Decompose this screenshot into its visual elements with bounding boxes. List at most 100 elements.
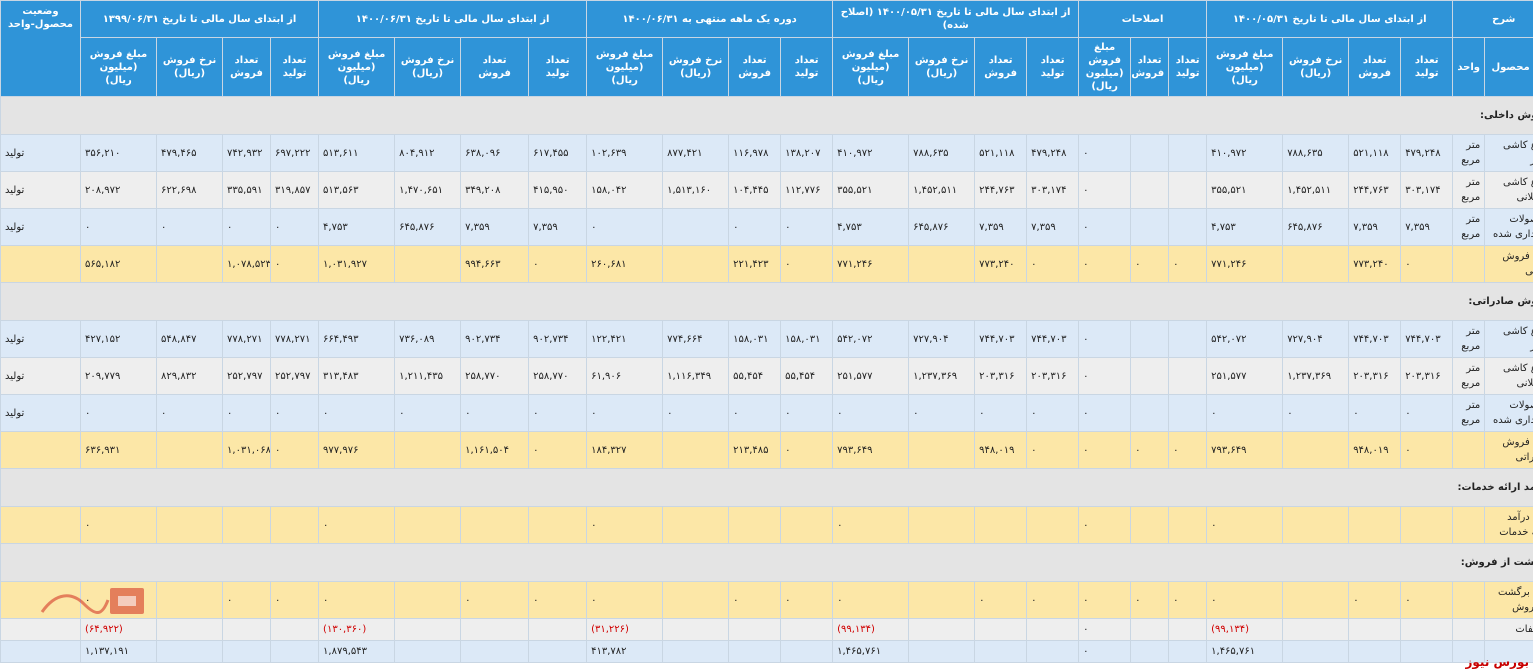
cell-g4: ۷۷۴,۶۶۴	[662, 320, 730, 358]
row-status: تولید	[0, 320, 81, 358]
cell-g1: ۷۴۴,۷۰۳	[1348, 320, 1402, 358]
cell-g1: ۰	[1400, 394, 1454, 432]
cell-g1: ۳۵۵,۵۲۱	[1206, 171, 1284, 209]
cell-g1: ۷۹۳,۶۴۹	[1206, 431, 1284, 469]
cell-g6	[156, 640, 224, 663]
cell-g5: ۶۴۵,۸۷۶	[394, 208, 462, 246]
cell-g6: ۷۷۸,۲۷۱	[270, 320, 320, 358]
row-description: جمع برگشت از فروش	[1484, 581, 1533, 619]
cell-g6: ۵۶۵,۱۸۲	[79, 245, 158, 283]
cell-g3: ۴۱۰,۹۷۲	[832, 134, 910, 172]
cell-g4: ۸۷۷,۴۲۱	[662, 134, 730, 172]
final-row: جمع ۱,۴۶۵,۷۶۱ ۰ ۱,۴۶۵,۷۶۱ ۴۱۳,۷۸۲ ۱,۸۷۹,۵۴۳ ۱,…	[0, 640, 1533, 663]
cell-g6: ۳۵۶,۲۱۰	[79, 134, 158, 172]
cell-g1: ۳۰۳,۱۷۴	[1400, 171, 1454, 209]
header-status: وضعیت محصول-واحد	[0, 0, 81, 97]
cell-g3: ۲۴۴,۷۶۳	[974, 171, 1028, 209]
row-status: تولید	[0, 357, 81, 395]
cell-g3: ۰	[1026, 394, 1080, 432]
row-description: انواع کاشی پرسلانی	[1484, 171, 1533, 209]
total-row: جمع درآمد ارائه خدمات ۰ ۰ ۰ ۰ ۰ ۰	[0, 506, 1533, 544]
cell-g4	[780, 618, 834, 641]
cell-g1: ۰	[1206, 394, 1284, 432]
cell-g1: ۹۴۸,۰۱۹	[1348, 431, 1402, 469]
cell-g1: ۷,۳۵۹	[1400, 208, 1454, 246]
cell-g5: ۶۱۷,۴۵۵	[528, 134, 588, 172]
cell-g6: ۰	[156, 394, 224, 432]
cell-g6	[156, 618, 224, 641]
cell-g1: ۴۷۹,۲۴۸	[1400, 134, 1454, 172]
header-g6-sales-count: تعداد فروش	[222, 37, 272, 97]
cell-g1	[1282, 245, 1350, 283]
header-g3-production-count: تعداد تولید	[1026, 37, 1080, 97]
cell-g1: ۷۷۱,۲۴۶	[1206, 245, 1284, 283]
cell-g2: ۰	[1078, 618, 1132, 641]
cell-g1: ۰	[1400, 431, 1454, 469]
row-description: جمع فروش داخلی	[1484, 245, 1533, 283]
cell-g1	[1348, 640, 1402, 663]
cell-g2	[1130, 506, 1170, 544]
cell-g3: ۷۴۴,۷۰۳	[974, 320, 1028, 358]
cell-g3: ۰	[974, 581, 1028, 619]
cell-g2: ۰	[1078, 134, 1132, 172]
row-description: انواع کاشی دیوار	[1484, 134, 1533, 172]
cell-g2: ۰	[1168, 431, 1208, 469]
row-status	[0, 618, 81, 641]
cell-g3: ۲۰۳,۳۱۶	[1026, 357, 1080, 395]
cell-g1: ۷۸۸,۶۳۵	[1282, 134, 1350, 172]
cell-g3: ۹۴۸,۰۱۹	[974, 431, 1028, 469]
cell-g1: ۷۲۷,۹۰۴	[1282, 320, 1350, 358]
cell-g4: ۱۱۲,۷۷۶	[780, 171, 834, 209]
row-status: تولید	[0, 394, 81, 432]
cell-g6: ۷۷۸,۲۷۱	[222, 320, 272, 358]
cell-g5: ۲۵۸,۷۷۰	[460, 357, 530, 395]
section-header-row: فروش صادراتی:	[0, 282, 1533, 321]
cell-g5: ۰	[528, 431, 588, 469]
cell-g6: ۰	[222, 394, 272, 432]
cell-g6	[270, 618, 320, 641]
cell-g3: ۶۴۵,۸۷۶	[908, 208, 976, 246]
cell-g3	[908, 506, 976, 544]
cell-g4: ۰	[586, 581, 664, 619]
cell-g1: ۴۱۰,۹۷۲	[1206, 134, 1284, 172]
cell-g1: ۰	[1400, 581, 1454, 619]
cell-g6: ۳۳۵,۵۹۱	[222, 171, 272, 209]
row-status	[0, 431, 81, 469]
cell-g6: ۰	[222, 581, 272, 619]
cell-g4: ۶۱,۹۰۶	[586, 357, 664, 395]
cell-g2	[1130, 357, 1170, 395]
cell-g1: ۱,۴۶۵,۷۶۱	[1206, 640, 1284, 663]
cell-g6: ۱,۱۳۷,۱۹۱	[79, 640, 158, 663]
cell-g6: ۳۱۹,۸۵۷	[270, 171, 320, 209]
cell-g2: ۰	[1078, 506, 1132, 544]
cell-g4	[662, 506, 730, 544]
cell-g6: ۲۵۲,۷۹۷	[222, 357, 272, 395]
cell-g2: ۰	[1168, 245, 1208, 283]
cell-g4: ۱,۵۱۳,۱۶۰	[662, 171, 730, 209]
cell-g2	[1168, 640, 1208, 663]
cell-g3: ۵۴۲,۰۷۲	[832, 320, 910, 358]
cell-g6	[156, 581, 224, 619]
cell-g5	[394, 245, 462, 283]
section-title: درآمد ارائه خدمات:	[0, 468, 1533, 507]
cell-g6	[270, 640, 320, 663]
row-status	[0, 506, 81, 544]
cell-g3	[974, 640, 1028, 663]
cell-g4	[662, 208, 730, 246]
cell-g5: ۱,۱۶۱,۵۰۴	[460, 431, 530, 469]
row-description: محصولات خریداری شده	[1484, 394, 1533, 432]
cell-g2	[1130, 208, 1170, 246]
cell-g4	[662, 245, 730, 283]
cell-g6: ۰	[270, 208, 320, 246]
cell-g4: ۰	[780, 394, 834, 432]
cell-g1: ۰	[1348, 581, 1402, 619]
cell-g4: ۱۵۸,۰۳۱	[780, 320, 834, 358]
cell-g3	[908, 581, 976, 619]
cell-g3: (۹۹,۱۳۴)	[832, 618, 910, 641]
header-g3-sales-count: تعداد فروش	[974, 37, 1028, 97]
section-header-row: فروش داخلی:	[0, 96, 1533, 135]
row-status	[0, 245, 81, 283]
